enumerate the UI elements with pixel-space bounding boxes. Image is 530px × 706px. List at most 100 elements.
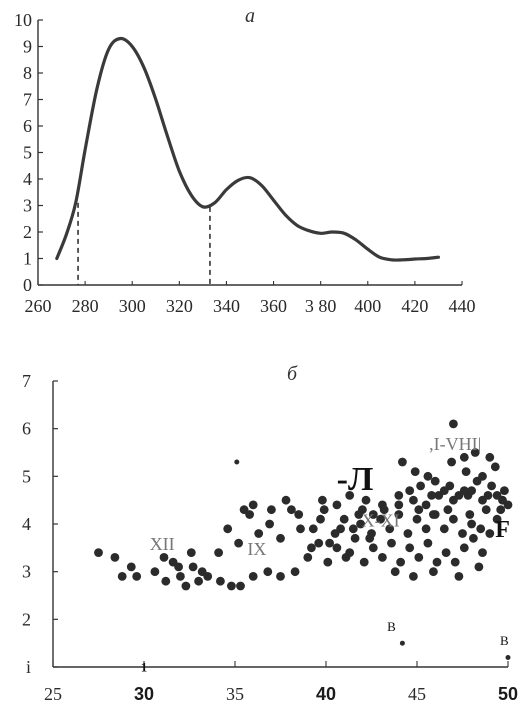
scatter-point	[465, 510, 475, 519]
scatter-point	[459, 543, 469, 553]
scatter-point	[303, 553, 313, 562]
scatter-point	[429, 567, 438, 577]
scatter-point	[394, 491, 404, 500]
scatter-point	[487, 481, 496, 491]
scatter-point	[467, 519, 476, 529]
scatter-point	[461, 467, 471, 476]
scatter-point	[505, 655, 511, 660]
scatter-point	[323, 557, 333, 567]
scatter-point	[394, 510, 404, 519]
x-tick-label-b: 30	[134, 684, 154, 704]
scatter-point	[345, 491, 355, 500]
group-label-i-viii: ,I-VHI|	[429, 434, 481, 454]
scatter-point	[405, 543, 415, 553]
scatter-point	[161, 576, 171, 586]
scatter-point	[492, 514, 502, 524]
scatter-point	[385, 524, 395, 534]
scatter-point	[316, 514, 325, 524]
scatter-point	[449, 419, 458, 429]
scatter-point	[276, 572, 285, 581]
scatter-point	[248, 500, 258, 510]
y-tick-label-a: 2	[23, 222, 32, 242]
scatter-point	[330, 529, 340, 538]
scatter-point	[356, 519, 365, 529]
scatter-point	[416, 481, 425, 491]
y-tick-label-a: 9	[23, 37, 32, 57]
scatter-point	[319, 505, 329, 515]
scatter-point	[376, 514, 385, 524]
scatter-point	[467, 486, 476, 495]
y-tick-label-a: 6	[23, 116, 32, 136]
spectrum-line	[55, 36, 440, 262]
scatter-point	[476, 524, 486, 534]
annotation-l: -Л	[337, 461, 374, 498]
scatter-point	[248, 572, 258, 581]
scatter-point	[188, 562, 198, 572]
scatter-point	[236, 581, 245, 591]
scatter-point	[367, 529, 376, 538]
x-tick-label-a: 260	[25, 296, 52, 316]
panel-label-a: a	[245, 5, 255, 27]
scatter-point	[350, 533, 360, 543]
scatter-point	[214, 548, 224, 557]
x-tick-label-b: 45	[408, 684, 426, 704]
scatter-point	[421, 500, 431, 510]
scatter-point	[410, 467, 420, 476]
scatter-point	[485, 529, 495, 538]
scatter-point	[239, 505, 249, 515]
x-tick-label-b: 50	[498, 684, 518, 704]
scatter-point	[281, 495, 291, 505]
scatter-point	[126, 562, 136, 572]
scatter-point	[296, 524, 305, 534]
scatter-point	[159, 553, 169, 562]
x-tick-label-b: 40	[316, 684, 336, 704]
x-tick-label-a: 300	[119, 296, 146, 316]
scatter-point	[314, 538, 324, 548]
y-tick-label-b: 3	[22, 562, 31, 582]
scatter-point	[354, 510, 364, 519]
annotation-f: F	[495, 517, 510, 543]
scatter-point	[276, 533, 285, 543]
scatter-point	[429, 510, 438, 519]
scatter-point	[174, 562, 184, 572]
scatter-point	[427, 491, 436, 500]
x-tick-label-a: 440	[449, 296, 476, 316]
scatter-point	[454, 491, 464, 500]
scatter-point	[176, 572, 185, 581]
scatter-point	[500, 486, 509, 495]
scatter-point	[454, 572, 464, 581]
y-tick-label-b: 2	[22, 609, 31, 629]
scatter-point	[398, 457, 407, 467]
group-label-xii: XII	[150, 534, 175, 554]
scatter-point	[469, 533, 478, 543]
scatter-point	[423, 471, 433, 481]
scatter-point	[263, 567, 273, 577]
scatter-point	[194, 576, 204, 586]
x-tick-label-a: 420	[401, 296, 428, 316]
scatter-point	[439, 524, 449, 534]
scatter-point	[450, 557, 460, 567]
scatter-point	[197, 567, 207, 577]
scatter-point	[332, 500, 342, 510]
y-tick-label-b: i	[26, 657, 31, 677]
scatter-point	[412, 514, 422, 524]
scatter-point	[409, 572, 418, 581]
x-tick-label-a: 3 80	[305, 296, 337, 316]
scatter-point	[287, 505, 296, 515]
scatter-point	[379, 505, 389, 515]
scatter-point	[387, 538, 396, 548]
scatter-point	[423, 538, 433, 548]
y-tick-label-a: 3	[23, 196, 32, 216]
y-tick-label-a: 5	[23, 143, 32, 163]
scatter-point	[110, 553, 120, 562]
y-tick-label-b: 4	[22, 514, 31, 534]
scatter-point	[378, 553, 387, 562]
scatter-point	[186, 548, 196, 557]
scatter-point	[294, 510, 304, 519]
spectrum-chart: 0 1 2 3 4 5 6 7 8 9 10 260 280 300 320 340 360 3 80 400 420…	[14, 5, 476, 316]
scatter-point	[361, 495, 371, 505]
scatter-point	[348, 524, 358, 534]
scatter-point	[265, 519, 274, 529]
